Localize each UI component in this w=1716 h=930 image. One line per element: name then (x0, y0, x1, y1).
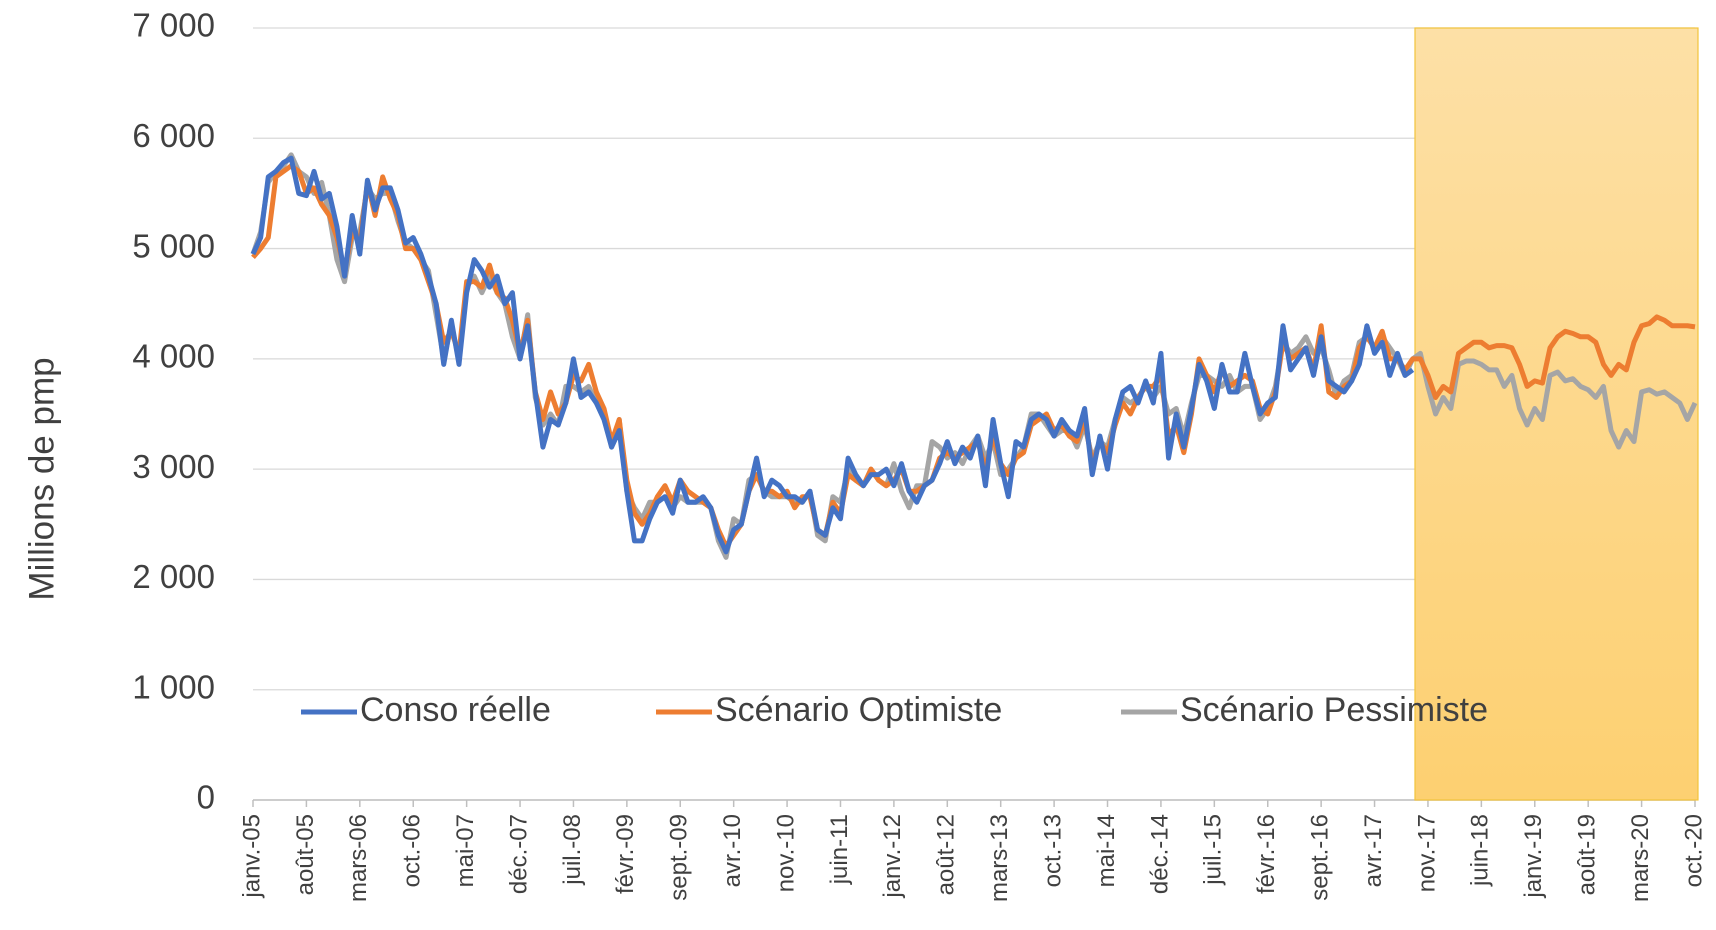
y-tick-label: 2 000 (132, 558, 215, 595)
x-tick-label: sept.-16 (1306, 814, 1333, 901)
y-tick-label: 6 000 (132, 117, 215, 154)
x-tick-label: oct.-13 (1039, 814, 1066, 887)
x-tick-label: juin-18 (1467, 814, 1494, 887)
x-tick-label: août-05 (292, 814, 319, 895)
x-tick-label: mai-07 (452, 814, 479, 887)
y-tick-label: 3 000 (132, 448, 215, 485)
x-tick-label: déc.-14 (1146, 814, 1173, 894)
legend-label: Scénario Pessimiste (1180, 691, 1488, 729)
x-tick-label: juil.-15 (1200, 814, 1227, 886)
x-tick-label: mars-20 (1627, 814, 1654, 902)
y-tick-label: 0 (197, 779, 215, 816)
x-tick-label: nov.-10 (772, 814, 799, 892)
x-tick-label: juin-11 (826, 814, 853, 885)
forecast-zone (1415, 28, 1698, 800)
y-tick-label: 5 000 (132, 227, 215, 264)
x-tick-label: déc.-07 (505, 814, 532, 894)
y-tick-label: 7 000 (132, 7, 215, 44)
x-tick-label: janv.-19 (1520, 814, 1547, 899)
x-tick-label: févr.-16 (1253, 814, 1280, 894)
x-tick-label: janv.-05 (238, 814, 265, 899)
y-tick-label: 4 000 (132, 338, 215, 375)
x-tick-label: mars-06 (345, 814, 372, 902)
x-tick-label: oct.-06 (399, 814, 426, 887)
x-tick-label: août-19 (1574, 814, 1601, 895)
x-tick-label: août-12 (933, 814, 960, 895)
x-tick-label: avr.-17 (1360, 814, 1387, 887)
legend-label: Scénario Optimiste (715, 691, 1002, 729)
chart: Millions de pmp 0 1 000 2 000 3 000 4 000 5 0… (0, 0, 1716, 930)
x-tick-label: janv.-12 (879, 814, 906, 899)
x-tick-label: mai-14 (1093, 814, 1120, 887)
y-tick-label: 1 000 (132, 668, 215, 705)
x-tick-label: févr.-09 (612, 814, 639, 894)
y-axis-label: Millions de pmp (22, 357, 61, 600)
x-tick-label: nov.-17 (1413, 814, 1440, 892)
x-tick-label: avr.-10 (719, 814, 746, 887)
x-tick-label: mars-13 (986, 814, 1013, 902)
x-tick-label: juil.-08 (559, 814, 586, 886)
x-tick-label: sept.-09 (666, 814, 693, 901)
x-tick-label: oct.-20 (1680, 814, 1707, 887)
legend-label: Conso réelle (360, 691, 551, 729)
series-line (253, 158, 1413, 552)
